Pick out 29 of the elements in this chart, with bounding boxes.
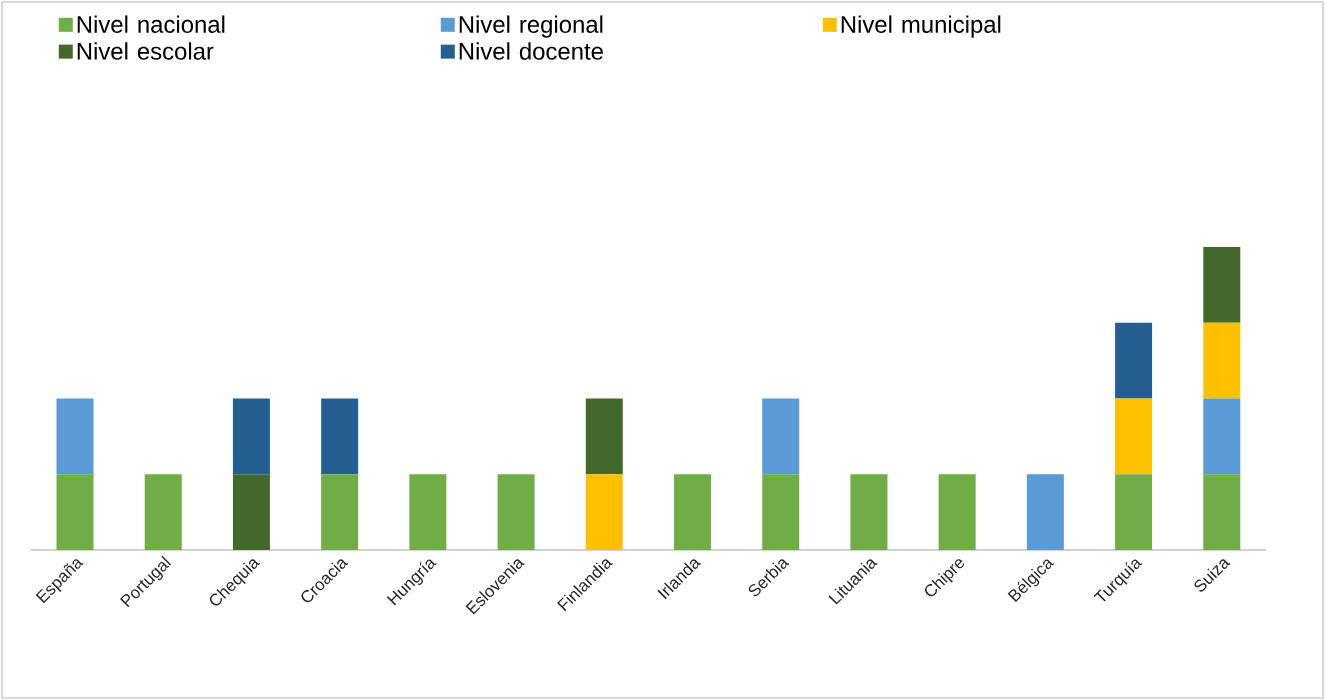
bar — [674, 474, 712, 550]
legend-label: Nivel nacional — [77, 15, 225, 33]
bar — [1203, 322, 1241, 399]
bar — [1203, 474, 1241, 550]
bar — [321, 398, 359, 475]
bar — [762, 398, 800, 475]
bar — [1203, 246, 1241, 323]
legend-label: Nivel docente — [459, 42, 603, 60]
bar — [1203, 398, 1241, 475]
bar — [232, 474, 270, 550]
legend-label: Nivel regional — [459, 15, 603, 38]
bar — [56, 398, 94, 475]
bar — [497, 474, 535, 550]
bar — [938, 474, 976, 550]
bar — [762, 474, 800, 550]
bar — [1115, 474, 1153, 550]
bar — [850, 474, 888, 550]
bar — [585, 398, 623, 475]
bar — [56, 474, 94, 550]
bar — [232, 398, 270, 475]
bar — [321, 474, 359, 550]
bar — [585, 474, 623, 550]
bar — [144, 474, 182, 550]
legend-label: Nivel municipal — [841, 15, 1001, 38]
bar — [409, 474, 447, 550]
legend-label: Nivel escolar — [77, 42, 214, 60]
bar — [1115, 322, 1153, 399]
bar — [1026, 474, 1064, 550]
bar — [1115, 398, 1153, 475]
